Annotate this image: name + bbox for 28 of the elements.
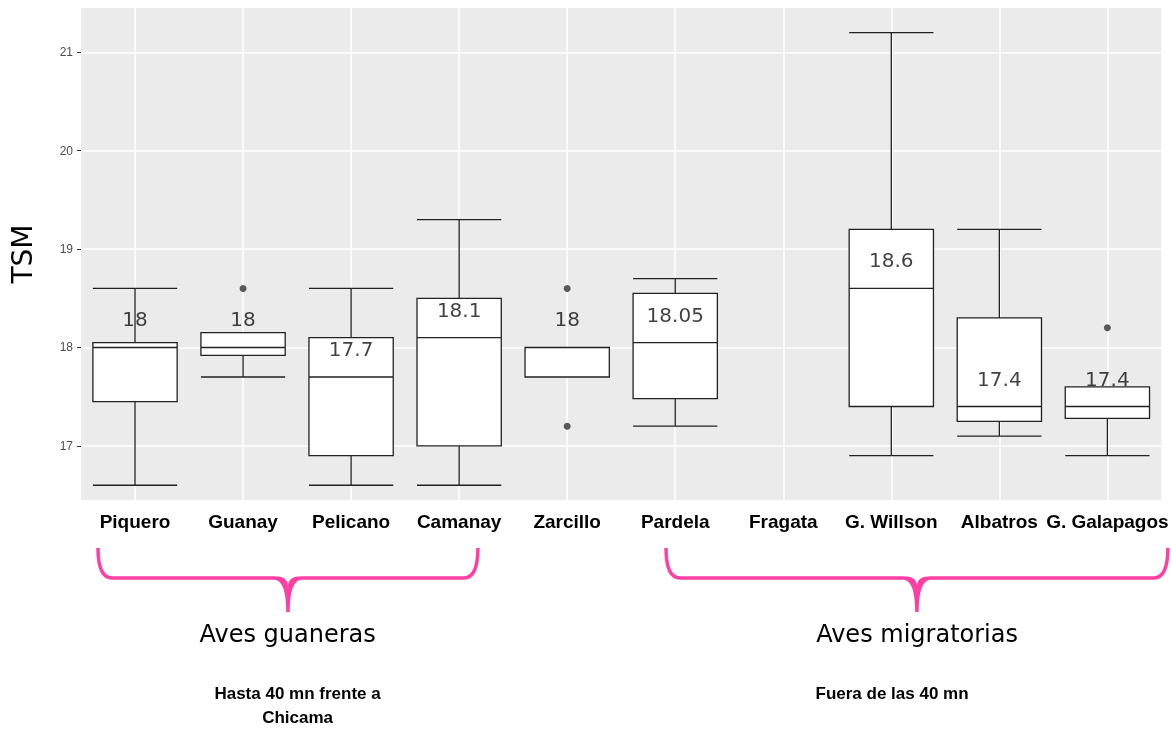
y-tick-label: 18: [59, 340, 74, 355]
text: Aves guaneras: [198, 620, 377, 648]
y-tick-label: 21: [59, 45, 74, 60]
x-tick-label: Fragata: [748, 511, 819, 532]
text: 17.4: [1085, 366, 1130, 391]
x-tick-label: Pelicano: [312, 511, 391, 532]
text: Aves migratorias: [815, 620, 1019, 648]
x-tick-label: Albatros: [960, 511, 1038, 532]
y-axis-title: TSM: [5, 224, 39, 285]
text: 18.6: [869, 248, 914, 273]
text: 18: [554, 307, 580, 332]
x-tick-label: G. Galapagos: [1046, 511, 1169, 532]
x-tick-label: G. Willson: [844, 511, 938, 532]
x-tick-label: Camanay: [416, 511, 502, 532]
text: Hasta 40 mn frente a Chicama: [213, 683, 382, 729]
y-tick-label: 19: [59, 242, 74, 257]
text: 18.1: [436, 297, 482, 322]
y-tick-label: 20: [59, 143, 74, 158]
x-tick-label: Zarcillo: [533, 511, 601, 532]
text: 17.4: [977, 366, 1022, 391]
text: Fuera de las 40 mn: [814, 683, 970, 705]
text: 18.05: [646, 302, 704, 327]
x-tick-label: Pardela: [640, 511, 710, 532]
text: 18: [230, 307, 256, 332]
x-tick-label: Guanay: [208, 511, 279, 532]
text: 17.7: [328, 337, 374, 361]
y-tick-label: 17: [59, 438, 74, 453]
x-tick-label: Piquero: [99, 511, 171, 532]
